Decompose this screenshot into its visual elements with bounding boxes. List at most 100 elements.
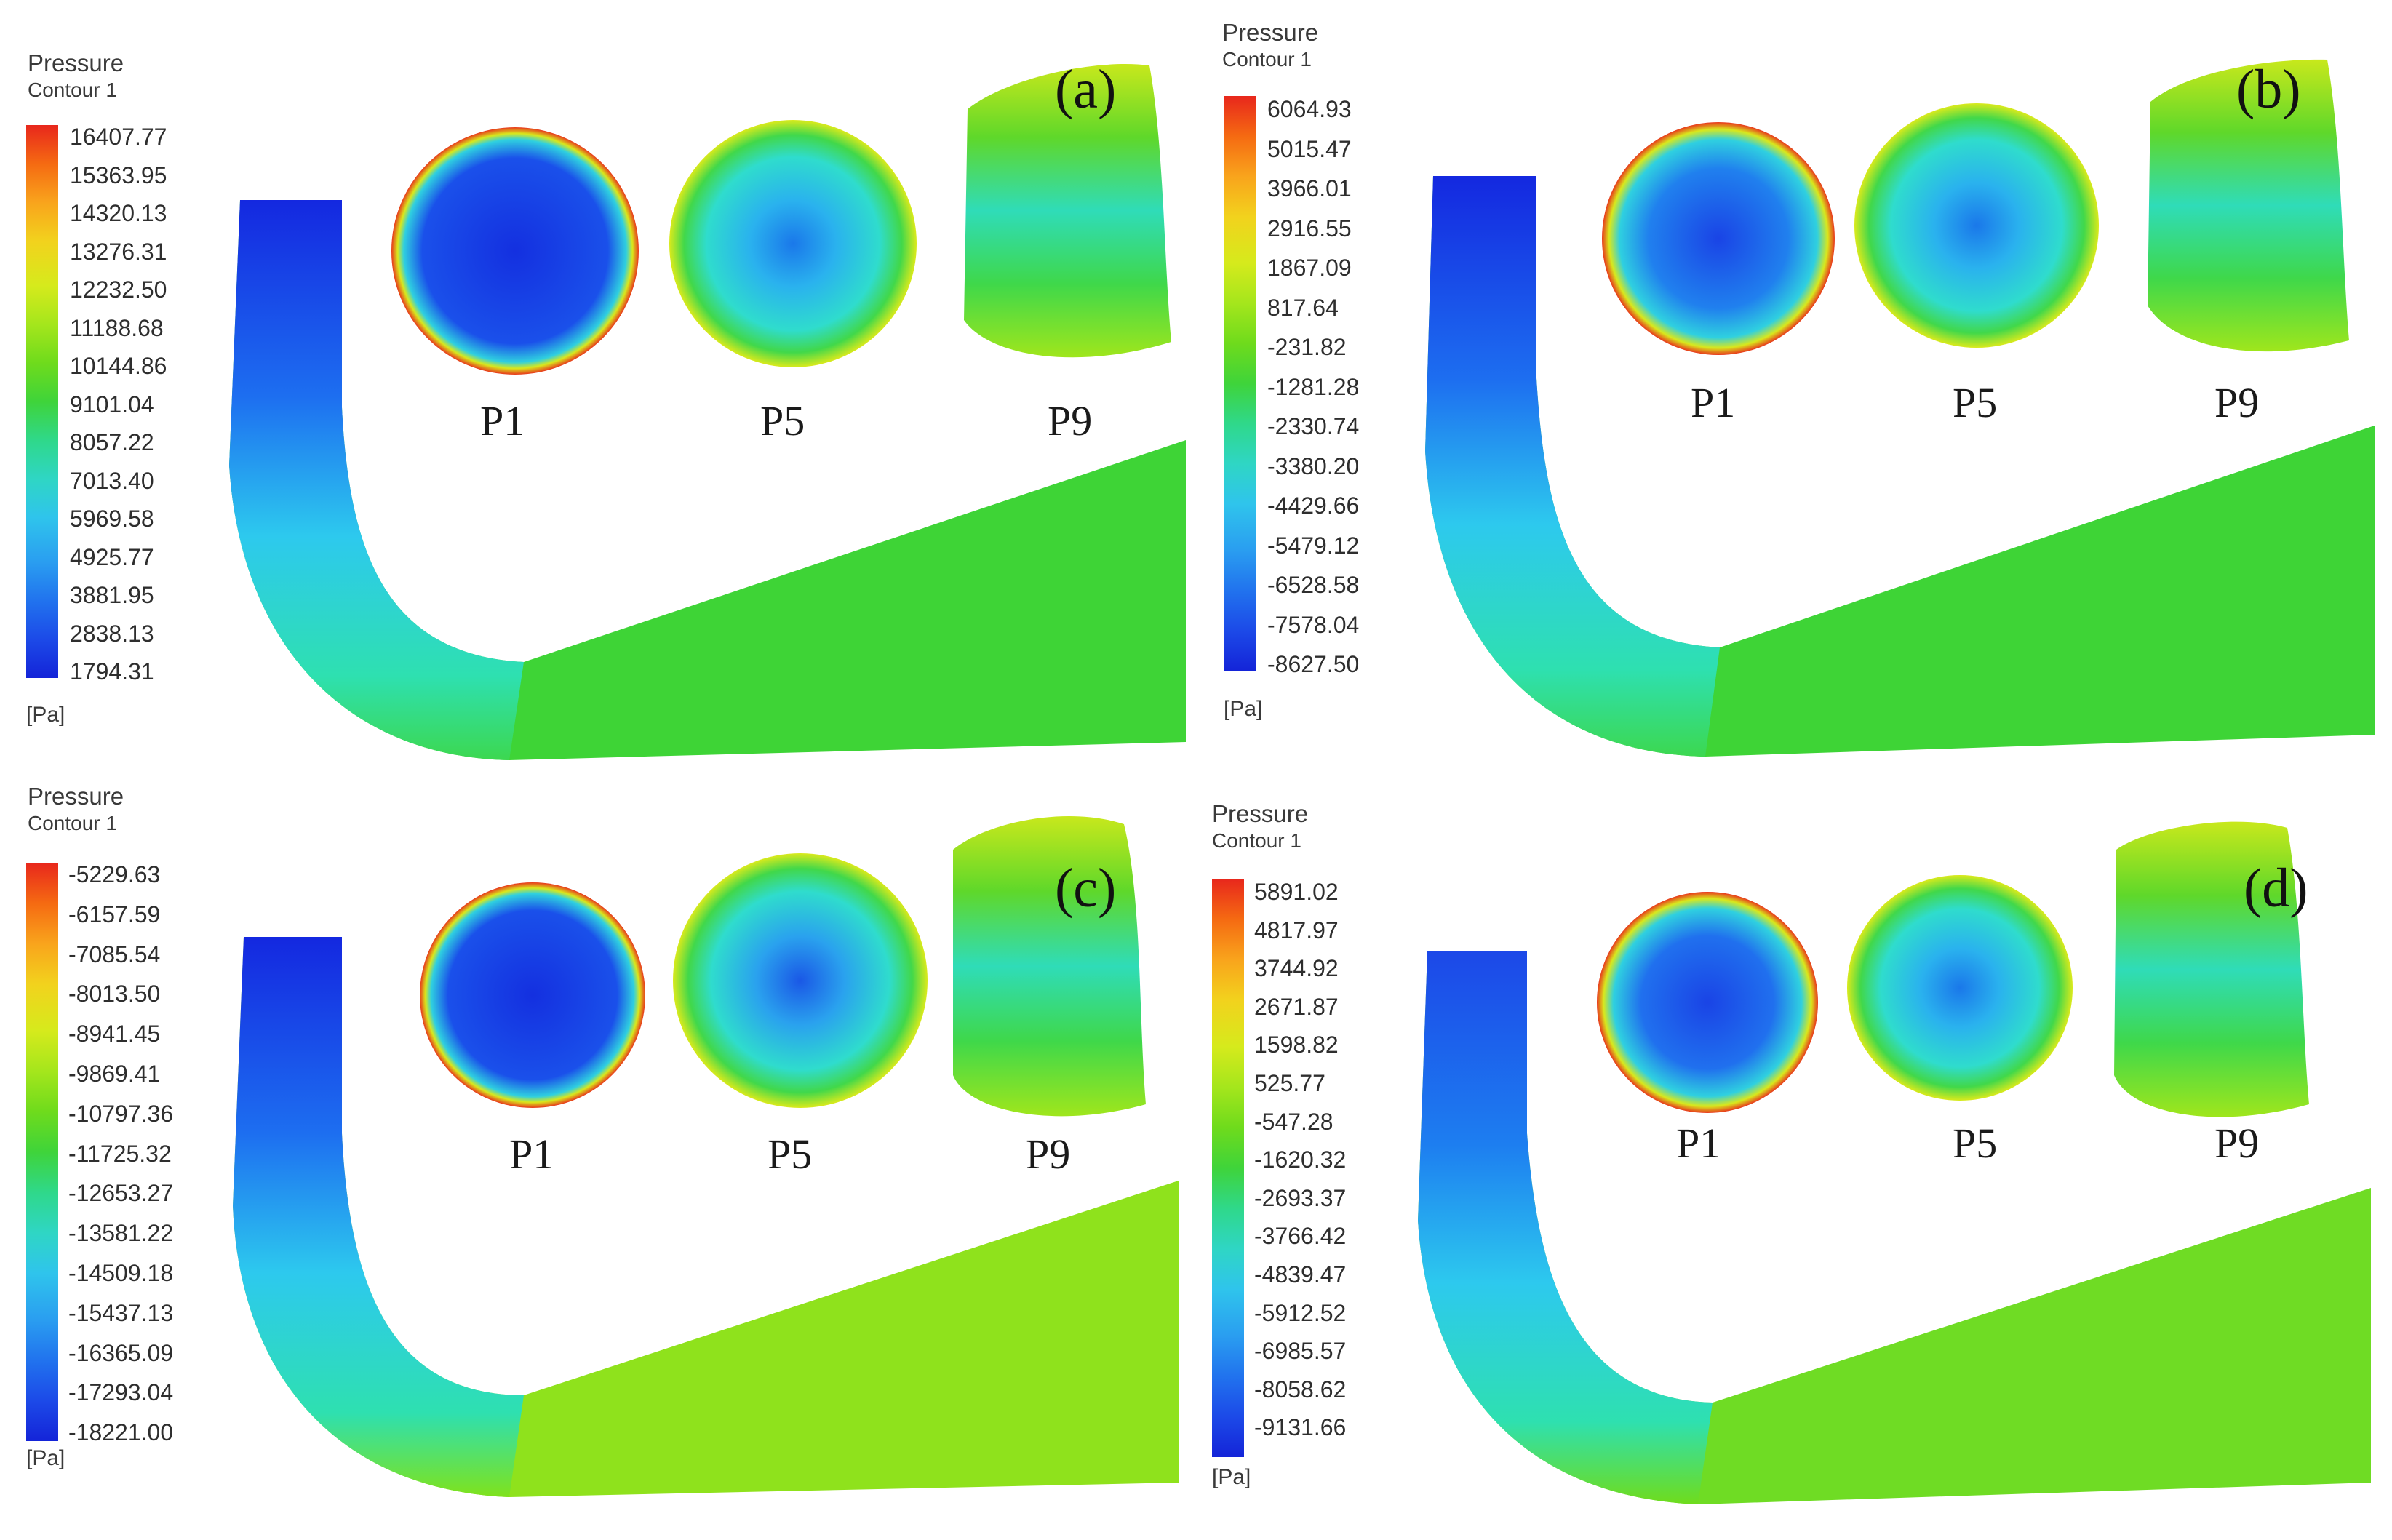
section-p1 — [1602, 122, 1835, 355]
panel-a: Pressure Contour 1 — [0, 0, 1196, 770]
legend-tick-label: -8058.62 — [1254, 1376, 1347, 1403]
legend-tick-label: 15363.95 — [70, 161, 167, 188]
legend-subtitle: Contour 1 — [1222, 48, 1312, 71]
legend-tick-label: 16407.77 — [70, 124, 167, 150]
section-p1 — [420, 882, 645, 1108]
legend-tick-label: 3881.95 — [70, 582, 154, 608]
draft-tube — [229, 200, 1186, 760]
legend-tick-label: 2671.87 — [1254, 993, 1339, 1020]
legend-tick-label: 3744.92 — [1254, 955, 1339, 982]
section-label-p5: P5 — [1953, 1120, 1998, 1167]
panel-b-graphics — [1224, 59, 2375, 757]
legend-tick-label: -8941.45 — [68, 1021, 161, 1048]
legend-tick-label: -7085.54 — [68, 941, 161, 968]
legend-tick-label: 3966.01 — [1267, 175, 1352, 202]
draft-tube — [1418, 951, 2371, 1504]
draft-tube-inlet — [1418, 951, 1713, 1504]
section-p1 — [1597, 892, 1818, 1113]
panel-label: (c) — [1055, 858, 1117, 919]
legend-subtitle: Contour 1 — [28, 79, 117, 101]
legend-tick-label: -15437.13 — [68, 1299, 174, 1326]
legend-tick-label: 1794.31 — [70, 658, 154, 685]
legend-tick-label: -231.82 — [1267, 334, 1347, 360]
section-label-p5: P5 — [768, 1130, 813, 1178]
legend-tick-label: -6985.57 — [1254, 1338, 1347, 1365]
panel-c: Pressure Contour 1 — [0, 770, 1196, 1539]
legend-tick-label: -4429.66 — [1267, 492, 1360, 519]
legend-tick-label: 1598.82 — [1254, 1032, 1339, 1058]
legend-tick-label: 5969.58 — [70, 506, 154, 532]
legend-tick-label: -1620.32 — [1254, 1146, 1347, 1173]
panel-label: (d) — [2244, 858, 2308, 919]
legend-tick-label: -13581.22 — [68, 1220, 174, 1247]
panel-label: (b) — [2236, 59, 2301, 120]
legend-tick-label: -18221.00 — [68, 1419, 174, 1446]
legend-tick-label: -16365.09 — [68, 1339, 174, 1366]
legend-title: Pressure — [28, 783, 124, 810]
legend-tick-label: 525.77 — [1254, 1070, 1325, 1096]
legend-tick-label: -1281.28 — [1267, 373, 1360, 400]
legend-tick-label: -7578.04 — [1267, 611, 1360, 638]
legend-tick-label: -5229.63 — [68, 861, 161, 887]
legend-tick-label: 4925.77 — [70, 543, 154, 570]
legend-tick-label: -14509.18 — [68, 1260, 174, 1286]
legend-tick-label: 2916.55 — [1267, 215, 1352, 242]
draft-tube-inlet — [1425, 176, 1720, 757]
legend-tick-label: -5912.52 — [1254, 1299, 1347, 1326]
legend-unit: [Pa] — [1224, 697, 1263, 721]
legend-tick-label: 11188.68 — [70, 314, 164, 341]
section-label-p9: P9 — [2214, 1120, 2260, 1167]
legend-tick-label: 8057.22 — [70, 429, 154, 455]
panel-c-graphics — [26, 815, 1179, 1497]
panel-b: Pressure Contour 1 — [1196, 0, 2392, 770]
legend-subtitle: Contour 1 — [28, 812, 117, 834]
section-p1 — [391, 127, 639, 375]
section-label-p5: P5 — [1953, 379, 1998, 426]
legend-colorbar — [1224, 96, 1256, 671]
section-label-p1: P1 — [480, 397, 525, 444]
legend-title: Pressure — [1222, 19, 1319, 46]
legend-colorbar — [1212, 879, 1244, 1457]
section-p5 — [669, 120, 917, 367]
panel-d: Pressure Contour 1 — [1196, 770, 2392, 1539]
legend-tick-label: -2330.74 — [1267, 413, 1360, 439]
legend-tick-label: 9101.04 — [70, 391, 154, 418]
draft-tube — [1425, 176, 2375, 757]
legend-tick-label: -3380.20 — [1267, 452, 1360, 479]
legend-tick-label: -10797.36 — [68, 1100, 174, 1127]
legend-tick-label: -547.28 — [1254, 1108, 1333, 1135]
legend-tick-label: -3766.42 — [1254, 1223, 1347, 1250]
legend-tick-label: 817.64 — [1267, 294, 1339, 321]
legend-tick-label: 5015.47 — [1267, 135, 1352, 162]
legend-subtitle: Contour 1 — [1212, 829, 1301, 852]
section-label-p1: P1 — [509, 1130, 554, 1178]
section-p9 — [2148, 59, 2349, 352]
legend-tick-label: -6157.59 — [68, 901, 161, 927]
legend-unit: [Pa] — [1212, 1465, 1251, 1489]
draft-tube-inlet — [233, 937, 524, 1497]
legend-tick-label: 12232.50 — [70, 276, 167, 303]
legend-tick-label: 6064.93 — [1267, 96, 1352, 122]
section-label-p1: P1 — [1676, 1120, 1721, 1167]
section-p5 — [1854, 103, 2099, 348]
legend-tick-label: -4839.47 — [1254, 1261, 1347, 1288]
legend-tick-label: -12653.27 — [68, 1180, 174, 1207]
legend-tick-label: -5479.12 — [1267, 532, 1360, 559]
legend-tick-label: 14320.13 — [70, 200, 167, 226]
draft-tube — [233, 937, 1179, 1497]
legend-tick-label: -6528.58 — [1267, 572, 1360, 598]
legend-tick-label: 5891.02 — [1254, 879, 1339, 905]
legend-colorbar — [26, 125, 58, 678]
legend-unit: [Pa] — [26, 1446, 65, 1470]
section-label-p9: P9 — [1048, 397, 1093, 444]
panel-label: (a) — [1055, 59, 1117, 120]
draft-tube-inlet — [229, 200, 524, 760]
legend-tick-label: 4817.97 — [1254, 917, 1339, 943]
section-label-p9: P9 — [2214, 379, 2260, 426]
panel-d-graphics — [1212, 821, 2371, 1504]
legend-tick-label: 7013.40 — [70, 467, 154, 494]
legend-title: Pressure — [1212, 800, 1309, 827]
legend-tick-label: -8627.50 — [1267, 651, 1360, 677]
legend-tick-label: -9131.66 — [1254, 1414, 1347, 1441]
